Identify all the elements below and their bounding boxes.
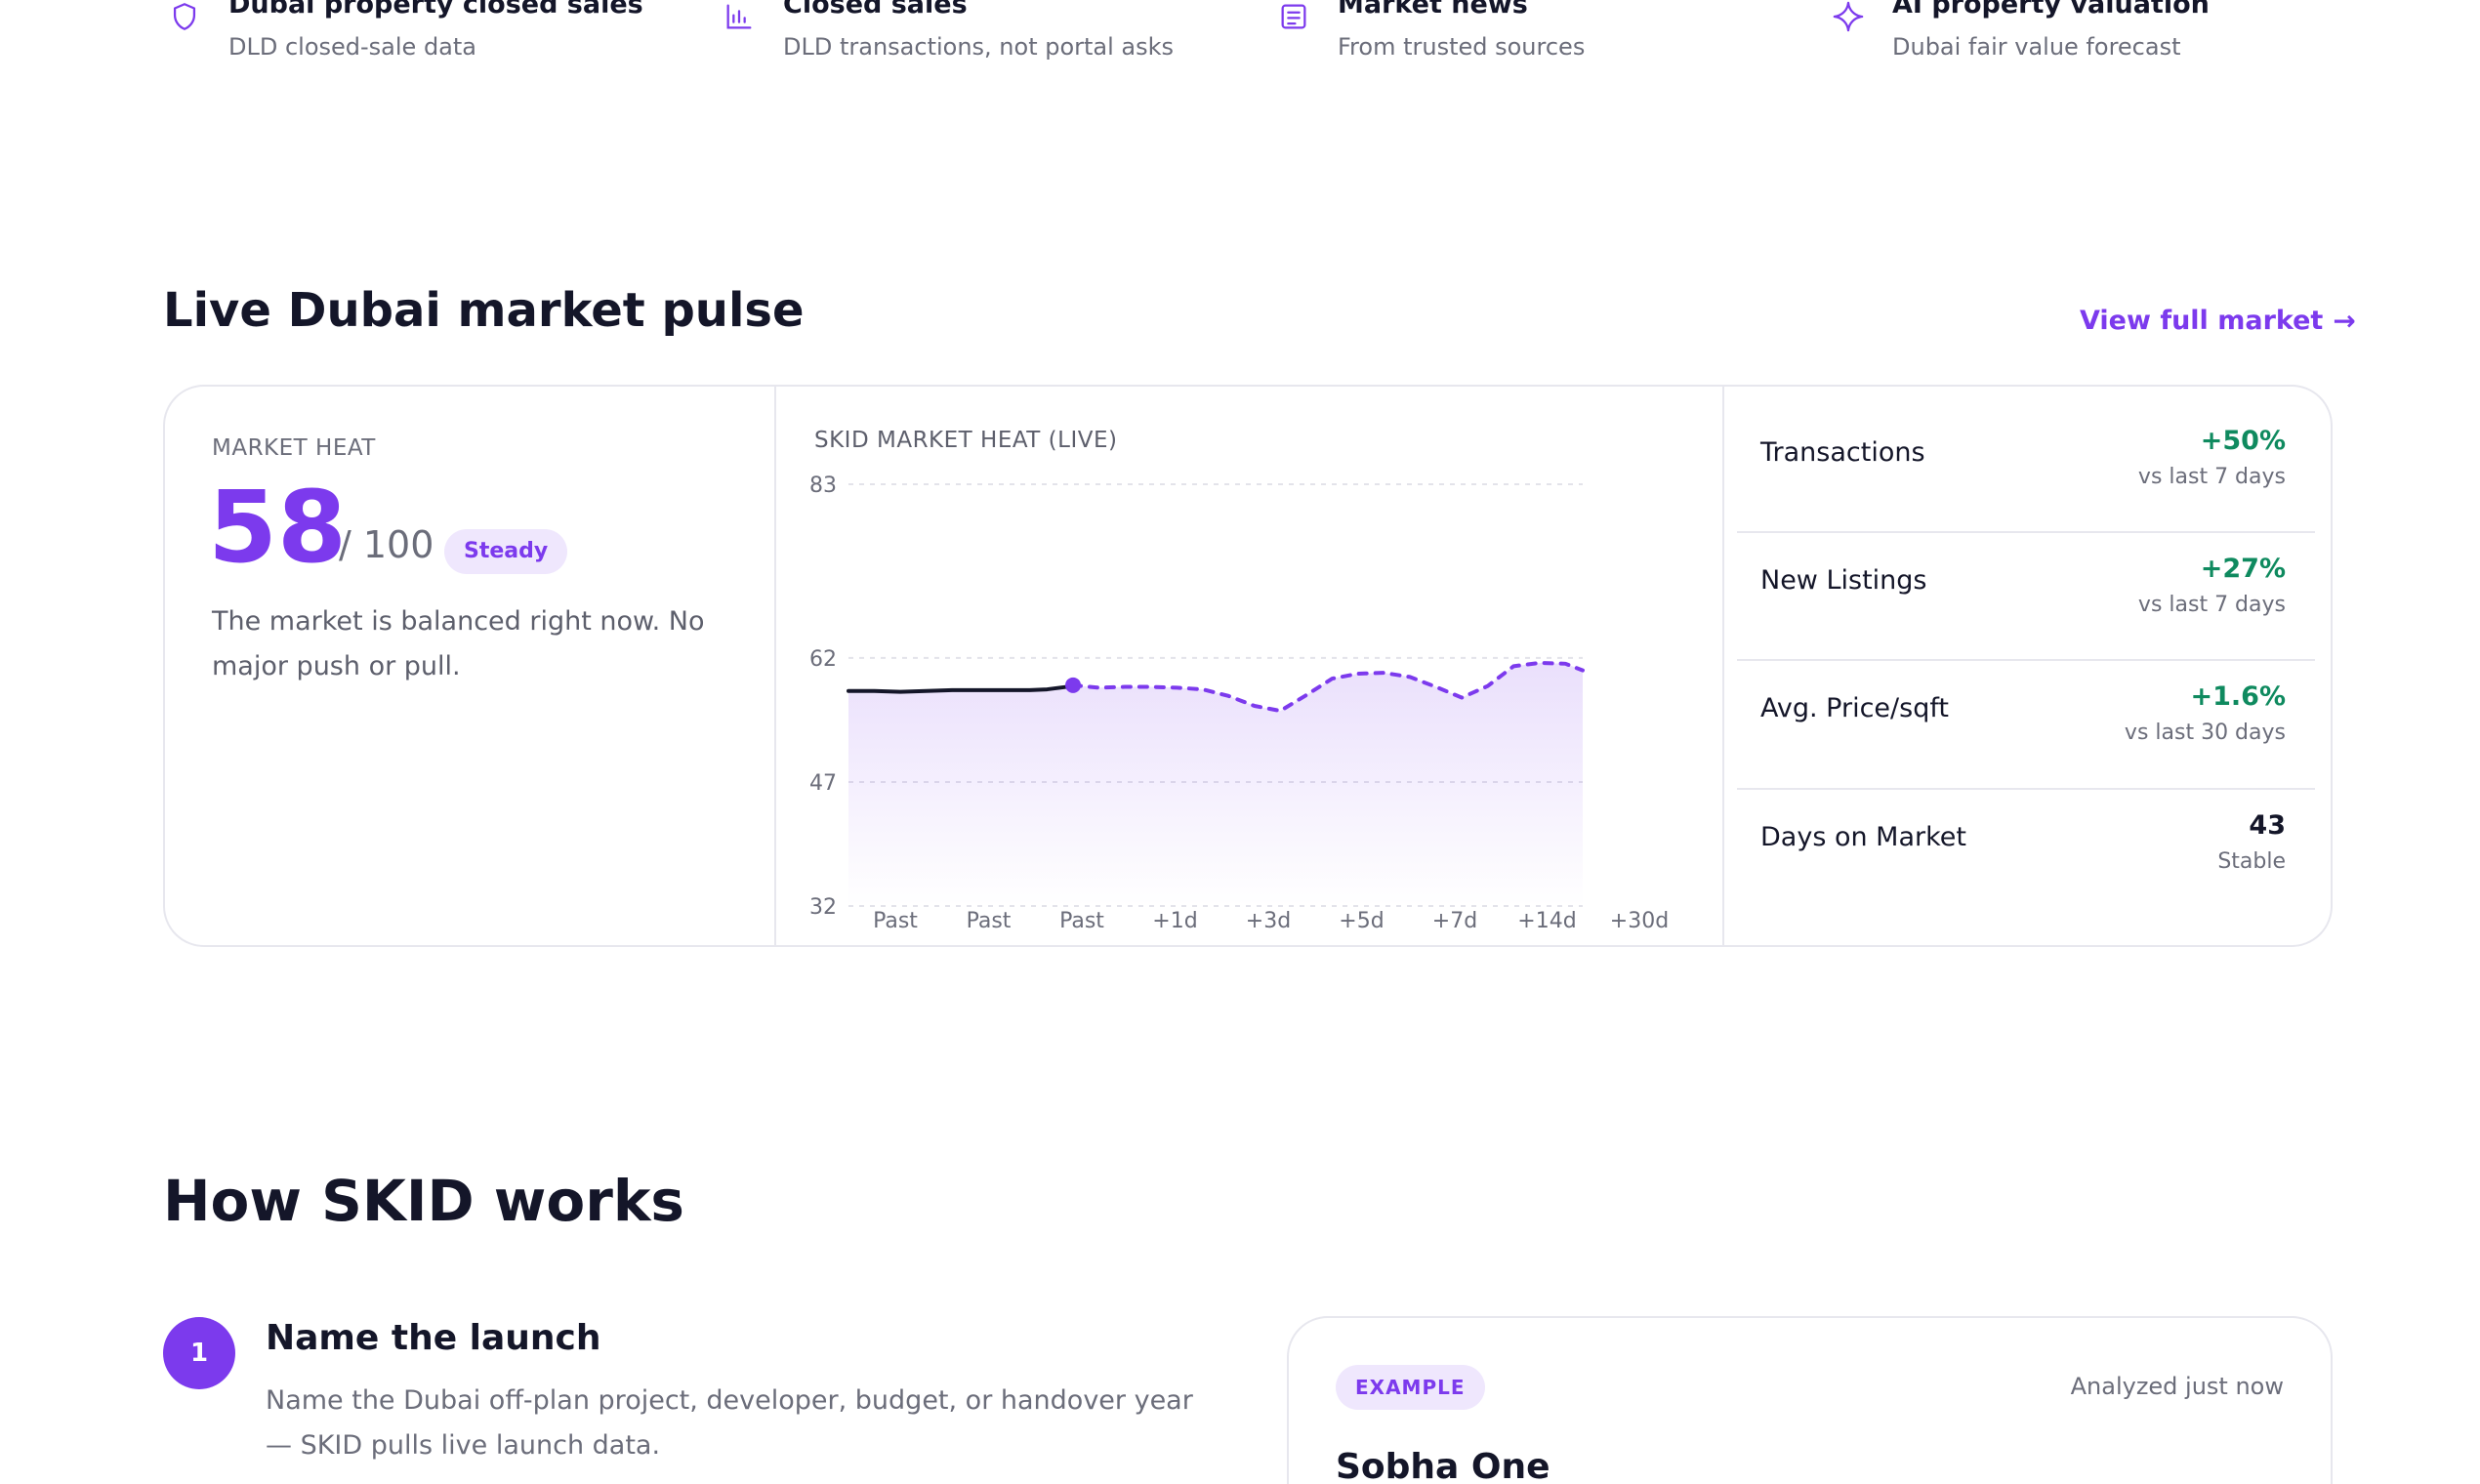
chart-line-forecast xyxy=(1071,660,1585,714)
x-tick-label: Past xyxy=(967,909,1012,933)
x-tick-label: +3d xyxy=(1246,909,1291,933)
metric-transactions: Transactions +50% vs last 7 days xyxy=(1737,389,2315,515)
metric-value: +1.6% xyxy=(2190,681,2286,712)
metric-value: +27% xyxy=(2200,554,2286,584)
x-tick-label: Past xyxy=(1059,909,1104,933)
chart-title: SKID MARKET HEAT (LIVE) xyxy=(814,428,1118,453)
y-tick-label: 62 xyxy=(809,647,837,672)
current-point-marker xyxy=(1065,677,1082,693)
feature-title: AI property valuation xyxy=(1892,0,2210,20)
metric-name: Avg. Price/sqft xyxy=(1760,692,1949,723)
market-pulse-card: MARKET HEAT 58 / 100 Steady The market i… xyxy=(163,385,2333,947)
example-card[interactable]: EXAMPLE Analyzed just now Sobha One xyxy=(1287,1316,2333,1484)
x-tick-label: +7d xyxy=(1432,909,1477,933)
y-tick-label: 47 xyxy=(809,771,837,796)
x-tick-label: +5d xyxy=(1339,909,1384,933)
example-project-title: Sobha One xyxy=(1336,1447,1550,1484)
feature-market-news: Market news From trusted sources xyxy=(1277,0,1585,64)
arrow-right-icon: → xyxy=(2333,305,2356,337)
market-heat-status-badge: Steady xyxy=(444,529,568,574)
market-pulse-title: Live Dubai market pulse xyxy=(163,283,805,338)
metric-name: Days on Market xyxy=(1760,821,1966,852)
metric-value: +50% xyxy=(2200,426,2286,456)
step-number-badge: 1 xyxy=(163,1317,235,1389)
column-divider xyxy=(774,387,776,945)
feature-subtitle: Dubai fair value forecast xyxy=(1892,33,2181,61)
feature-ai-valuation: AI property valuation Dubai fair value f… xyxy=(1832,0,2210,64)
x-tick-label: +14d xyxy=(1517,909,1576,933)
y-tick-label: 32 xyxy=(809,895,837,920)
chart-area-fill xyxy=(848,662,1583,906)
shield-icon xyxy=(168,0,201,33)
feature-subtitle: From trusted sources xyxy=(1338,33,1586,61)
view-full-market-label: View full market xyxy=(2080,306,2324,336)
chart-line-past xyxy=(847,683,1076,694)
step-description: Name the Dubai off-plan project, develop… xyxy=(266,1385,1193,1461)
metric-name: New Listings xyxy=(1760,564,1927,596)
feature-title: Dubai property closed sales xyxy=(228,0,643,20)
feature-subtitle: DLD transactions, not portal asks xyxy=(783,33,1175,61)
x-tick-label: +1d xyxy=(1152,909,1197,933)
view-full-market-link[interactable]: View full market → xyxy=(2080,305,2356,337)
news-icon xyxy=(1277,0,1310,33)
feature-title: Market news xyxy=(1338,0,1528,20)
column-divider xyxy=(1722,387,1724,945)
metric-note: vs last 30 days xyxy=(2124,721,2286,745)
metric-divider xyxy=(1737,531,2315,533)
example-timestamp: Analyzed just now xyxy=(2070,1373,2284,1400)
metric-new-listings: New Listings +27% vs last 7 days xyxy=(1737,516,2315,643)
y-tick-label: 83 xyxy=(809,474,837,498)
metric-note: Stable xyxy=(2217,849,2286,874)
market-heat-max: / 100 xyxy=(339,523,434,566)
metric-divider xyxy=(1737,788,2315,790)
metric-name: Transactions xyxy=(1760,436,1925,468)
x-tick-label: Past xyxy=(873,909,918,933)
market-heat-score: 58 xyxy=(208,470,347,586)
market-heat-description: The market is balanced right now. No maj… xyxy=(212,606,705,681)
example-badge: EXAMPLE xyxy=(1336,1365,1485,1410)
metric-value: 43 xyxy=(2249,810,2286,841)
feature-title: Closed sales xyxy=(783,0,968,20)
x-tick-label: +30d xyxy=(1610,909,1669,933)
metric-days-on-market: Days on Market 43 Stable xyxy=(1737,773,2315,900)
metric-note: vs last 7 days xyxy=(2137,593,2286,617)
feature-subtitle: DLD closed-sale data xyxy=(228,33,477,61)
how-it-works-title: How SKID works xyxy=(163,1168,684,1234)
sparkle-icon xyxy=(1832,0,1865,33)
metric-avg-price-sqft: Avg. Price/sqft +1.6% vs last 30 days xyxy=(1737,644,2315,771)
step-title: Name the launch xyxy=(266,1318,601,1358)
market-heat-label: MARKET HEAT xyxy=(212,435,376,461)
feature-closed-sales-dld: Dubai property closed sales DLD closed-s… xyxy=(168,0,643,64)
metric-note: vs last 7 days xyxy=(2137,465,2286,489)
market-heat-chart: 83 62 47 32 Past Past Past +1d +3d +5d +7d +14d +30… xyxy=(809,474,1669,933)
metric-divider xyxy=(1737,659,2315,661)
feature-closed-sales: Closed sales DLD transactions, not porta… xyxy=(723,0,1174,64)
bar-chart-icon xyxy=(723,0,756,33)
